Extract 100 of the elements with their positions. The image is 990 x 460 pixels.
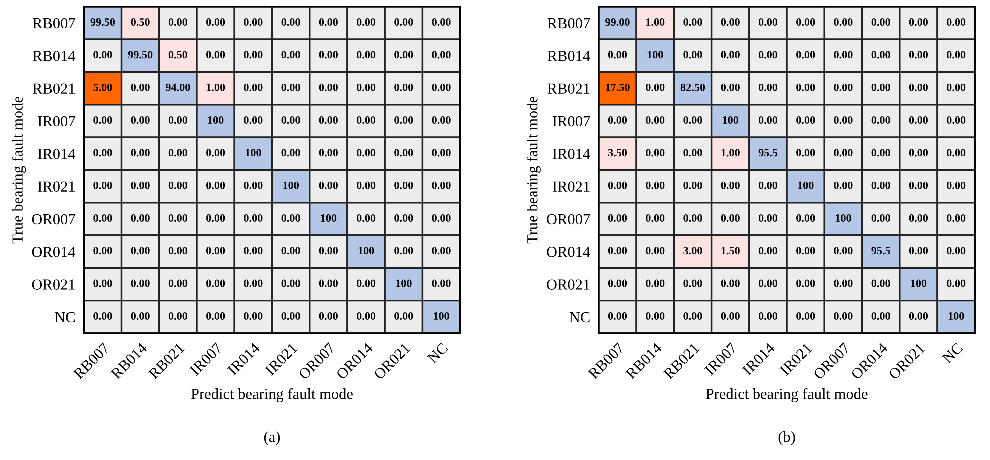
data-label: 0.00 <box>94 116 112 124</box>
data-label: 0.00 <box>834 247 853 255</box>
data-label: 0.00 <box>432 182 451 190</box>
data-label: 0.00 <box>394 84 414 92</box>
data-label: 99.50 <box>90 18 116 26</box>
data-label: 0.00 <box>94 312 112 320</box>
data-label: 0.00 <box>721 182 740 190</box>
data-label: 0.00 <box>834 51 853 59</box>
data-label: 0.00 <box>608 280 628 288</box>
data-label: 0.00 <box>909 116 928 124</box>
data-label: 100 <box>321 214 337 222</box>
data-label: 0.00 <box>168 116 188 124</box>
data-label: 0.00 <box>319 116 338 124</box>
text: (b) <box>778 431 796 446</box>
data-label: 0.00 <box>319 51 338 59</box>
data-label: 100 <box>836 214 852 222</box>
data-label: 0.00 <box>168 214 188 222</box>
data-label: 17.50 <box>606 84 630 92</box>
data-label: 0.00 <box>947 18 966 26</box>
data-label: 0.00 <box>947 116 966 124</box>
data-label: 100 <box>358 247 374 255</box>
data-label: 0.50 <box>131 18 150 26</box>
data-label: 0.00 <box>834 149 853 157</box>
data-label: 0.00 <box>357 51 376 59</box>
y-tick-label: RB014 <box>32 51 76 62</box>
data-label: 0.00 <box>168 18 188 26</box>
y-tick-label: IR021 <box>552 182 590 192</box>
y-tick-label: NC <box>55 312 75 323</box>
data-label: 0.00 <box>909 51 928 59</box>
data-label: 0.00 <box>872 18 890 26</box>
data-label: 0.00 <box>758 280 778 288</box>
data-label: 0.00 <box>684 312 702 320</box>
data-label: 0.00 <box>684 18 702 26</box>
data-label: 0.00 <box>168 280 188 288</box>
data-label: 0.00 <box>646 84 665 92</box>
data-label: 0.00 <box>834 18 853 26</box>
data-label: 0.00 <box>357 18 376 26</box>
data-label: 0.00 <box>206 149 226 157</box>
data-label: 0.00 <box>834 312 853 320</box>
y-tick-label: RB007 <box>32 18 76 29</box>
y-tick-label: OR021 <box>32 280 75 290</box>
data-label: 0.00 <box>432 116 451 124</box>
data-label: 0.00 <box>168 312 188 320</box>
data-label: 100 <box>246 149 262 157</box>
data-label: 0.00 <box>758 182 778 190</box>
data-label: 94.00 <box>166 84 190 92</box>
data-label: 0.00 <box>282 247 300 255</box>
y-axis-title: True bearing fault mode <box>526 96 541 244</box>
data-label: 0.00 <box>758 312 778 320</box>
data-label: 0.00 <box>796 247 816 255</box>
data-label: 0.00 <box>684 182 702 190</box>
data-label: 0.00 <box>357 149 376 157</box>
data-label: 0.00 <box>244 51 263 59</box>
data-label: 0.00 <box>357 280 376 288</box>
data-label: 0.00 <box>319 312 338 320</box>
data-label: 0.00 <box>131 149 150 157</box>
y-tick-label: IR007 <box>552 116 590 127</box>
data-label: 0.00 <box>758 18 778 26</box>
data-label: 0.00 <box>646 312 665 320</box>
data-label: 0.00 <box>394 51 414 59</box>
y-tick-label: OR014 <box>547 246 590 258</box>
data-label: 0.00 <box>319 18 338 26</box>
data-label: 0.00 <box>131 116 150 124</box>
data-label: 0.00 <box>244 18 263 26</box>
data-label: 0.00 <box>168 149 188 157</box>
data-label: 0.00 <box>244 182 263 190</box>
data-label: 0.00 <box>244 116 263 124</box>
data-label: 99.00 <box>606 18 630 26</box>
data-label: 0.00 <box>796 214 816 222</box>
data-label: 0.00 <box>796 149 816 157</box>
data-label: 0.00 <box>909 84 928 92</box>
data-label: 0.00 <box>646 182 665 190</box>
data-label: 0.00 <box>834 116 853 124</box>
data-label: 0.00 <box>721 312 740 320</box>
data-label: 0.00 <box>394 312 414 320</box>
data-label: 3.00 <box>684 247 702 255</box>
y-tick-label: RB021 <box>548 84 590 94</box>
data-label: 0.00 <box>947 280 966 288</box>
data-label: 0.00 <box>608 312 628 320</box>
data-label: 100 <box>723 116 739 124</box>
data-label: 0.00 <box>282 84 300 92</box>
data-label: 0.00 <box>646 280 665 288</box>
data-label: 0.00 <box>721 84 740 92</box>
data-label: 0.00 <box>244 84 263 92</box>
data-label: 0.00 <box>834 84 853 92</box>
data-label: 1.00 <box>206 84 226 92</box>
data-label: 100 <box>948 312 964 320</box>
data-label: 0.00 <box>909 18 928 26</box>
data-label: 0.00 <box>244 280 263 288</box>
data-label: 0.00 <box>432 84 451 92</box>
data-label: 0.00 <box>131 280 150 288</box>
y-tick-label: IR014 <box>552 149 590 160</box>
y-tick-label: OR014 <box>32 246 76 258</box>
data-label: 0.00 <box>282 116 300 124</box>
data-label: 0.00 <box>684 149 702 157</box>
data-label: 0.00 <box>206 51 226 59</box>
data-label: 0.00 <box>432 149 451 157</box>
data-label: 0.00 <box>357 312 376 320</box>
data-label: 0.00 <box>131 214 150 222</box>
data-label: 0.00 <box>131 312 150 320</box>
